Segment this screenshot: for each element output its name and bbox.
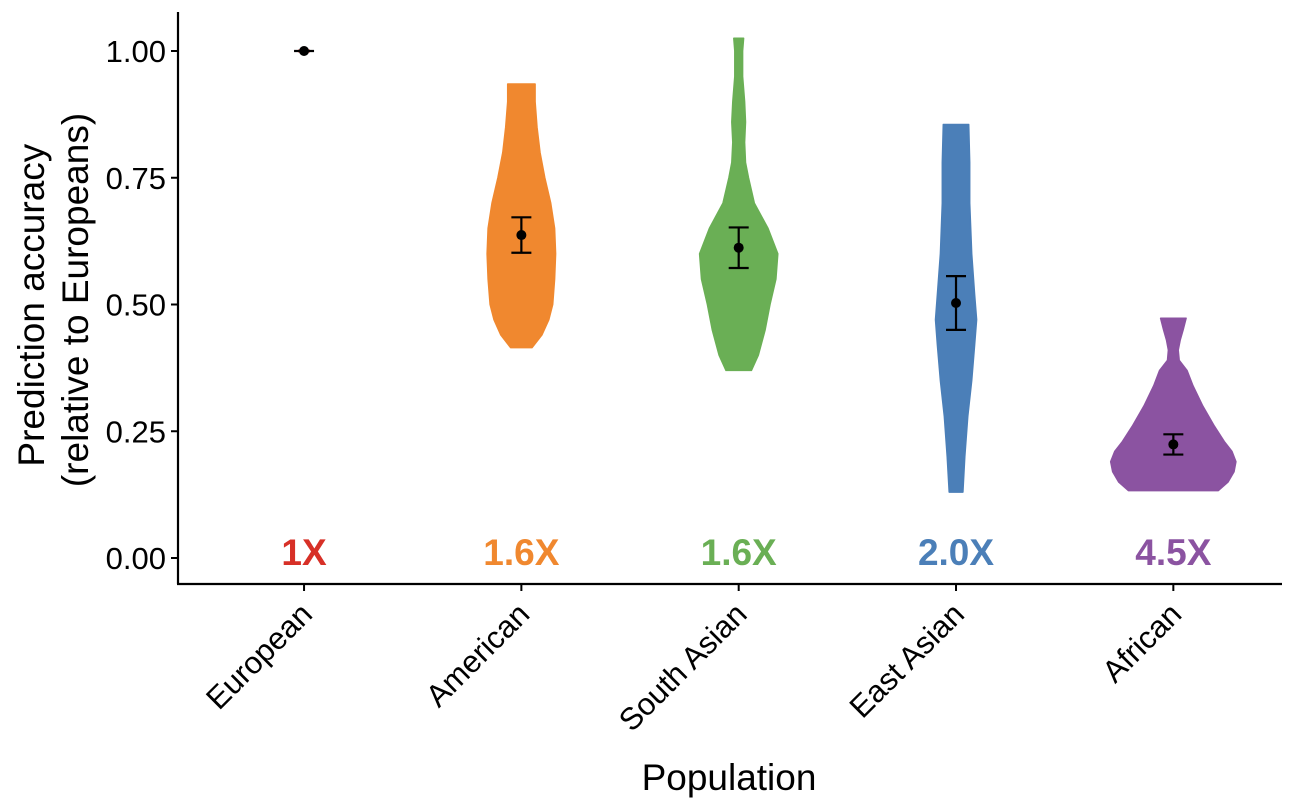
y-axis-title-line-2: (relative to Europeans) [55,113,96,487]
y-axis-title: Prediction accuracy (relative to Europea… [11,113,96,487]
violin-african [1109,317,1237,492]
y-tick-label: 1.00 [106,34,166,69]
y-tick-layer: 0.00 0.25 0.50 0.75 1.00 [106,34,178,576]
x-axis-title: Population [642,757,817,798]
violin-american [486,83,557,349]
y-tick-label: 0.75 [106,161,166,196]
x-tick-label: European [199,596,319,716]
errorbar-layer [294,46,1184,456]
mean-point [733,242,744,253]
fold-label: 4.5X [1135,532,1211,573]
x-tick-label: American [419,596,536,713]
x-tick-label: East Asian [843,596,971,724]
mean-point [516,230,527,241]
fold-label: 1.6X [701,532,777,573]
y-tick-label: 0.25 [106,414,166,449]
x-tick-label: African [1095,596,1188,689]
y-tick-label: 0.00 [106,541,166,576]
fold-label: 1.6X [483,532,559,573]
fold-label: 1X [281,532,327,573]
violin-south-asian [698,37,779,372]
mean-point [1168,439,1179,450]
mean-point [951,297,962,308]
violin-layer [298,37,1237,493]
axes-layer [176,12,1282,586]
mean-point [299,46,310,56]
y-tick-label: 0.50 [106,288,166,323]
x-tick-layer: European American South Asian East Asian Afr… [199,584,1188,738]
fold-label-layer: 1X 1.6X 1.6X 2.0X 4.5X [281,532,1211,573]
fold-label: 2.0X [918,532,994,573]
x-tick-label: South Asian [612,596,754,738]
y-axis-title-line-1: Prediction accuracy [11,143,52,466]
